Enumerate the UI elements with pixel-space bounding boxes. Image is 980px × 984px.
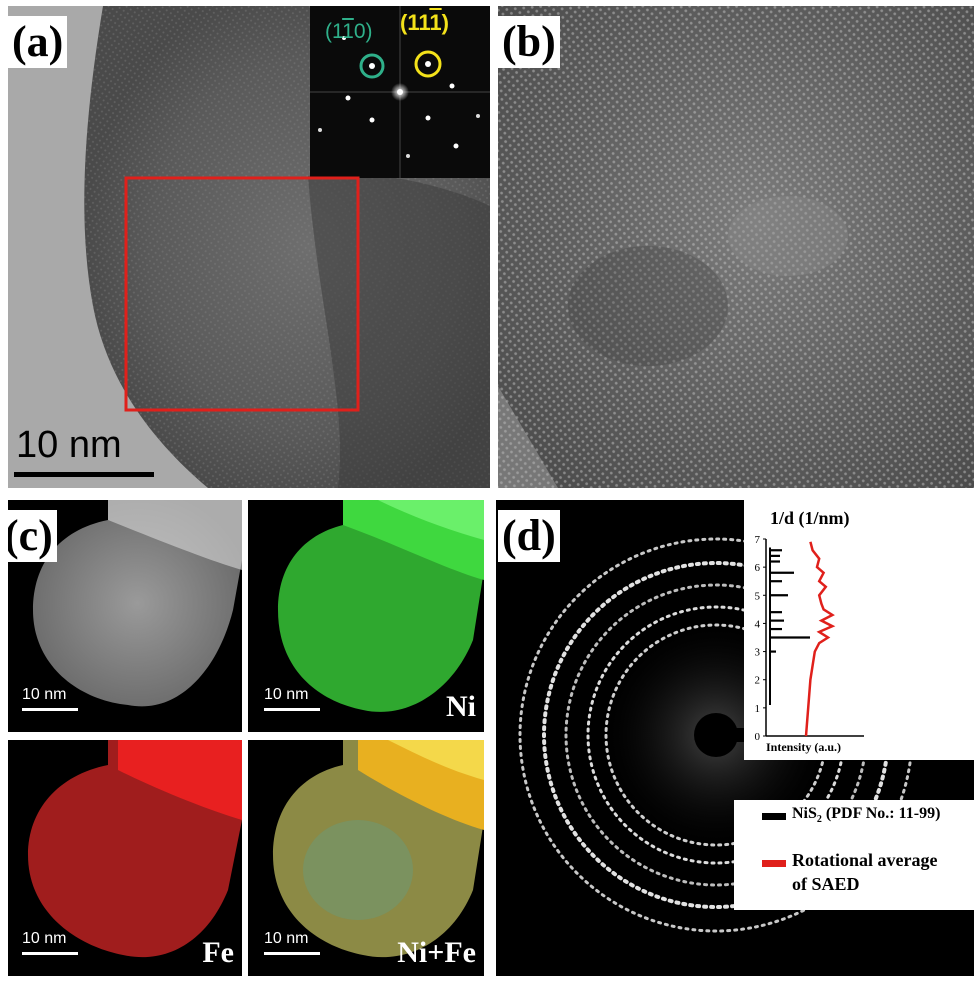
map-scale-label-3: 10 nm (22, 930, 67, 947)
panel-b-hrtem-image: (b) (498, 6, 974, 488)
y-tick-label: 1 (755, 703, 761, 715)
panel-c-ni-map: 10 nm Ni (248, 500, 484, 732)
map-scale-bar-3 (22, 952, 78, 955)
panel-c-nife-map: 10 nm Ni+Fe (248, 740, 484, 976)
fft-label-green: (110) (325, 20, 373, 43)
panel-d-saed: (d) 1/d (1/nm) 0 1 2 3 4 5 6 7 Intensity (a.u.)… (496, 500, 974, 976)
element-label-nife: Ni+Fe (397, 936, 476, 969)
chart-y-axis-title: 1/d (1/nm) (770, 508, 850, 528)
panel-c-label: (c) (8, 510, 57, 562)
panel-a-label: (a) (8, 16, 68, 68)
roi-red-box (124, 176, 360, 412)
y-tick-label: 7 (755, 534, 761, 546)
y-tick-label: 3 (755, 647, 761, 659)
fft-inset (310, 6, 490, 178)
ni-map-image (278, 500, 484, 712)
panel-b-micrograph (498, 6, 974, 488)
panel-a-tem-image: (a) (110) (111) 10 nm (8, 6, 490, 488)
panel-a-micrograph (8, 6, 490, 488)
map-scale-bar-2 (264, 708, 320, 711)
map-scale-bar-4 (264, 952, 320, 955)
element-label-fe: Fe (202, 936, 234, 969)
chart-x-axis-title: Intensity (a.u.) (766, 740, 842, 754)
y-tick-label: 2 (755, 675, 761, 687)
element-label-ni: Ni (446, 690, 476, 723)
series-rotational-average (804, 541, 836, 737)
legend: NiS2 (PDF No.: 11-99) Rotational average… (734, 800, 974, 910)
chart-plot-area: 0 1 2 3 4 5 6 7 (755, 534, 864, 743)
map-scale-label-2: 10 nm (264, 686, 309, 703)
map-scale-label-4: 10 nm (264, 930, 309, 947)
panel-a-scale-bar (14, 472, 154, 477)
panel-d-label: (d) (498, 510, 560, 562)
legend-swatch-rotational (762, 860, 786, 867)
y-tick-label: 6 (755, 562, 761, 574)
legend-label-nis2: NiS2 (PDF No.: 11-99) (792, 805, 941, 826)
legend-label-rotational: Rotational average of SAED (792, 850, 938, 894)
fft-spot-green-circle (359, 53, 385, 79)
rotational-average-chart: 1/d (1/nm) 0 1 2 3 4 5 6 7 Intensity (a.u.) (744, 500, 974, 760)
fft-label-yellow: (111) (400, 10, 449, 35)
y-tick-label: 0 (755, 731, 761, 743)
y-tick-label: 5 (755, 590, 761, 602)
legend-swatch-nis2 (762, 813, 786, 820)
panel-b-label: (b) (498, 16, 560, 68)
haadf-image (33, 500, 242, 707)
fft-spot-yellow-circle (414, 50, 442, 78)
y-tick-label: 4 (755, 618, 761, 630)
fe-map-image (28, 740, 242, 958)
panel-c-haadf: (c) 10 nm (8, 500, 242, 732)
nife-map-image (273, 740, 484, 958)
panel-c-fe-map: 10 nm Fe (8, 740, 242, 976)
map-scale-label-1: 10 nm (22, 686, 67, 703)
map-scale-bar-1 (22, 708, 78, 711)
panel-a-scale-label: 10 nm (16, 424, 122, 466)
